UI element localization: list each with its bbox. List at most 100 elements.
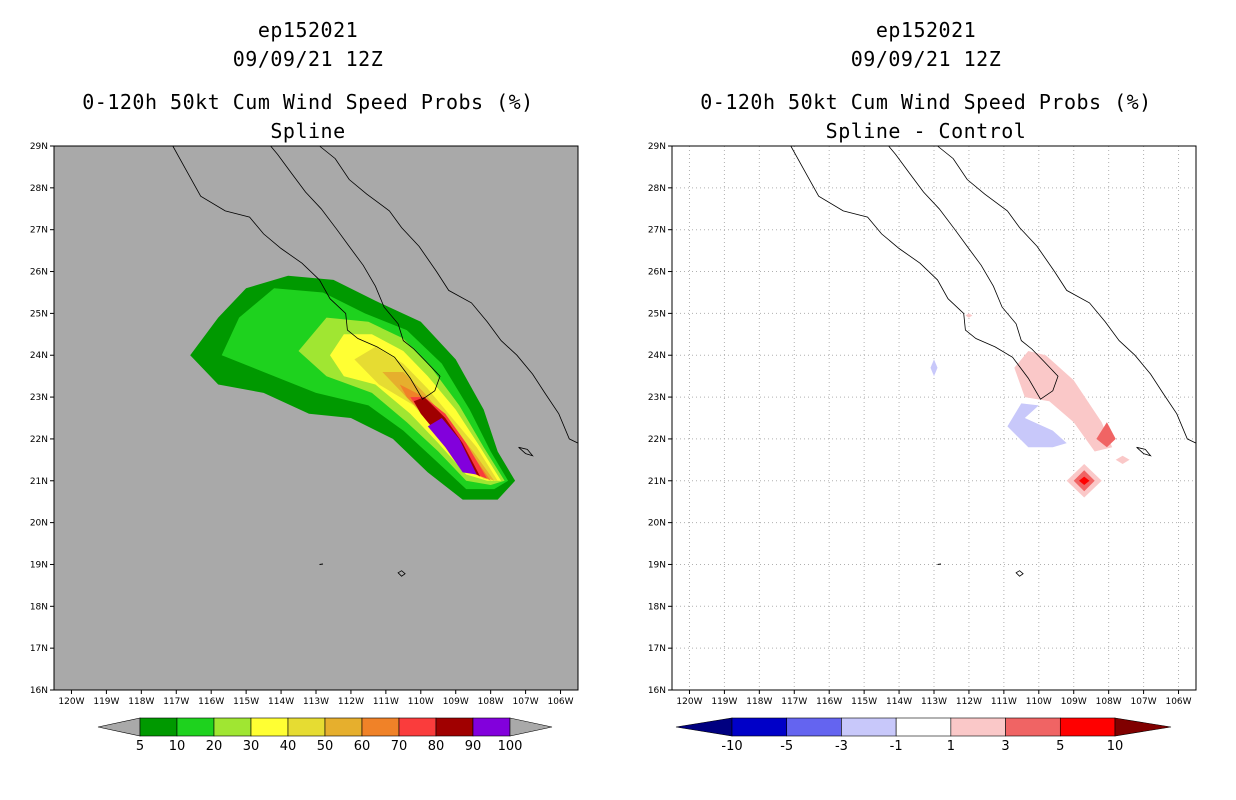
right-colorbar-swatch	[786, 717, 842, 737]
left-colorbar-swatch	[435, 717, 474, 737]
right-chart-subtitle: Spline - Control	[825, 119, 1027, 143]
left-ytick-label: 24N	[30, 351, 48, 361]
left-coastline-1	[319, 145, 579, 444]
left-xtick-label: 106W	[547, 697, 573, 707]
left-ytick-label: 29N	[30, 142, 48, 152]
left-xtick-label: 107W	[513, 697, 539, 707]
right-island-0	[1015, 570, 1024, 577]
right-coastline-0	[790, 145, 1059, 400]
left-colorbar-label: 70	[391, 739, 408, 754]
right-datetime: 09/09/21 12Z	[850, 47, 1002, 71]
left-colorbar-swatch	[176, 717, 215, 737]
right-ytick-label: 27N	[648, 226, 666, 236]
right-ytick-label: 26N	[648, 268, 666, 278]
left-ytick-label: 20N	[30, 519, 48, 529]
left-colorbar-label: 50	[317, 739, 334, 754]
left-colorbar-label: 10	[169, 739, 186, 754]
left-xtick-label: 109W	[443, 697, 469, 707]
right-xtick-label: 110W	[1026, 697, 1052, 707]
left-colorbar-swatch	[250, 717, 289, 737]
right-contour-1-2	[1014, 351, 1113, 452]
right-xtick-label: 112W	[956, 697, 982, 707]
left-colorbar-label: 80	[428, 739, 445, 754]
left-ytick-label: 22N	[30, 435, 48, 445]
right-contour-3-6	[1096, 422, 1116, 448]
left-ytick-label: 23N	[30, 393, 48, 403]
right-xtick-label: 116W	[816, 697, 842, 707]
left-colorbar-swatch	[213, 717, 252, 737]
left-colorbar-label: 90	[465, 739, 482, 754]
left-xtick-label: 111W	[373, 697, 399, 707]
left-map-background	[54, 146, 578, 690]
right-colorbar-label: 3	[1001, 739, 1009, 754]
left-colorbar-label: 100	[498, 739, 523, 754]
left-xtick-label: 118W	[128, 697, 154, 707]
right-colorbar-label: 1	[947, 739, 955, 754]
right-contour-1-4	[1115, 455, 1130, 464]
right-chart-title: 0-120h 50kt Cum Wind Speed Probs (%)	[700, 90, 1152, 114]
right-colorbar-swatch	[1059, 717, 1116, 737]
left-ytick-label: 28N	[30, 184, 48, 194]
left-colorbar-label: 60	[354, 739, 371, 754]
left-xtick-label: 112W	[338, 697, 364, 707]
right-colorbar-label: 10	[1107, 739, 1124, 754]
right-colorbar-label: -1	[890, 739, 903, 754]
left-ytick-label: 16N	[30, 686, 48, 696]
left-ytick-label: 27N	[30, 226, 48, 236]
left-ytick-label: 18N	[30, 602, 48, 612]
right-ytick-label: 20N	[648, 519, 666, 529]
right-colorbar-label: -10	[721, 739, 742, 754]
right-colorbar-swatch	[895, 717, 952, 737]
right-colorbar-swatch	[731, 717, 788, 737]
left-colorbar-swatch	[139, 717, 178, 737]
right-colorbar: -10 -5 -3 -1 1 3 5 10	[675, 717, 1172, 754]
right-colorbar-label: -3	[835, 739, 848, 754]
right-contour-neg1-1	[930, 359, 938, 377]
left-colorbar-swatch	[398, 717, 437, 737]
right-xtick-label: 107W	[1131, 697, 1157, 707]
right-xtick-label: 114W	[886, 697, 912, 707]
right-colorbar-swatch	[950, 717, 1006, 737]
left-island-1	[518, 446, 534, 457]
right-xtick-label: 118W	[746, 697, 772, 707]
right-ytick-label: 24N	[648, 351, 666, 361]
right-xtick-label: 111W	[991, 697, 1017, 707]
left-ytick-label: 19N	[30, 560, 48, 570]
left-colorbar-over-triangle	[509, 717, 553, 737]
right-colorbar-label: 5	[1056, 739, 1064, 754]
left-xtick-label: 108W	[478, 697, 504, 707]
right-map-panel: 16N 17N 18N 19N 20N 21N 22N 23N 24N 25N 26N 27N 28N 2…	[648, 142, 1197, 707]
right-colorbar-label: -5	[780, 739, 793, 754]
right-colorbar-swatch	[1005, 717, 1061, 737]
left-xtick-label: 119W	[93, 697, 119, 707]
right-contour-neg1-0	[1007, 403, 1067, 448]
left-colorbar-swatch	[324, 717, 363, 737]
right-ytick-label: 23N	[648, 393, 666, 403]
left-chart-subtitle: Spline	[270, 119, 346, 143]
right-ytick-label: 21N	[648, 477, 666, 487]
right-ytick-label: 25N	[648, 309, 666, 319]
left-xtick-label: 116W	[198, 697, 224, 707]
right-storm-id: ep152021	[875, 18, 977, 42]
right-island-small	[937, 563, 942, 565]
right-xtick-label: 113W	[921, 697, 947, 707]
right-colorbar-under-triangle	[675, 717, 733, 737]
left-xtick-label: 113W	[303, 697, 329, 707]
right-xtick-label: 120W	[676, 697, 702, 707]
left-ytick-label: 21N	[30, 477, 48, 487]
left-colorbar-label: 20	[206, 739, 223, 754]
right-ytick-label: 16N	[648, 686, 666, 696]
left-colorbar: 5 10 20 30 40 50 60 70 80 90 100	[97, 717, 553, 754]
left-ytick-label: 26N	[30, 268, 48, 278]
left-colorbar-under-triangle	[97, 717, 141, 737]
left-xtick-label: 115W	[233, 697, 259, 707]
left-chart-title: 0-120h 50kt Cum Wind Speed Probs (%)	[82, 90, 534, 114]
left-colorbar-swatch	[361, 717, 400, 737]
left-ytick-label: 25N	[30, 309, 48, 319]
right-ytick-label: 29N	[648, 142, 666, 152]
right-xtick-label: 119W	[711, 697, 737, 707]
right-ytick-label: 17N	[648, 644, 666, 654]
right-xtick-label: 106W	[1165, 697, 1191, 707]
right-colorbar-over-triangle	[1114, 717, 1172, 737]
